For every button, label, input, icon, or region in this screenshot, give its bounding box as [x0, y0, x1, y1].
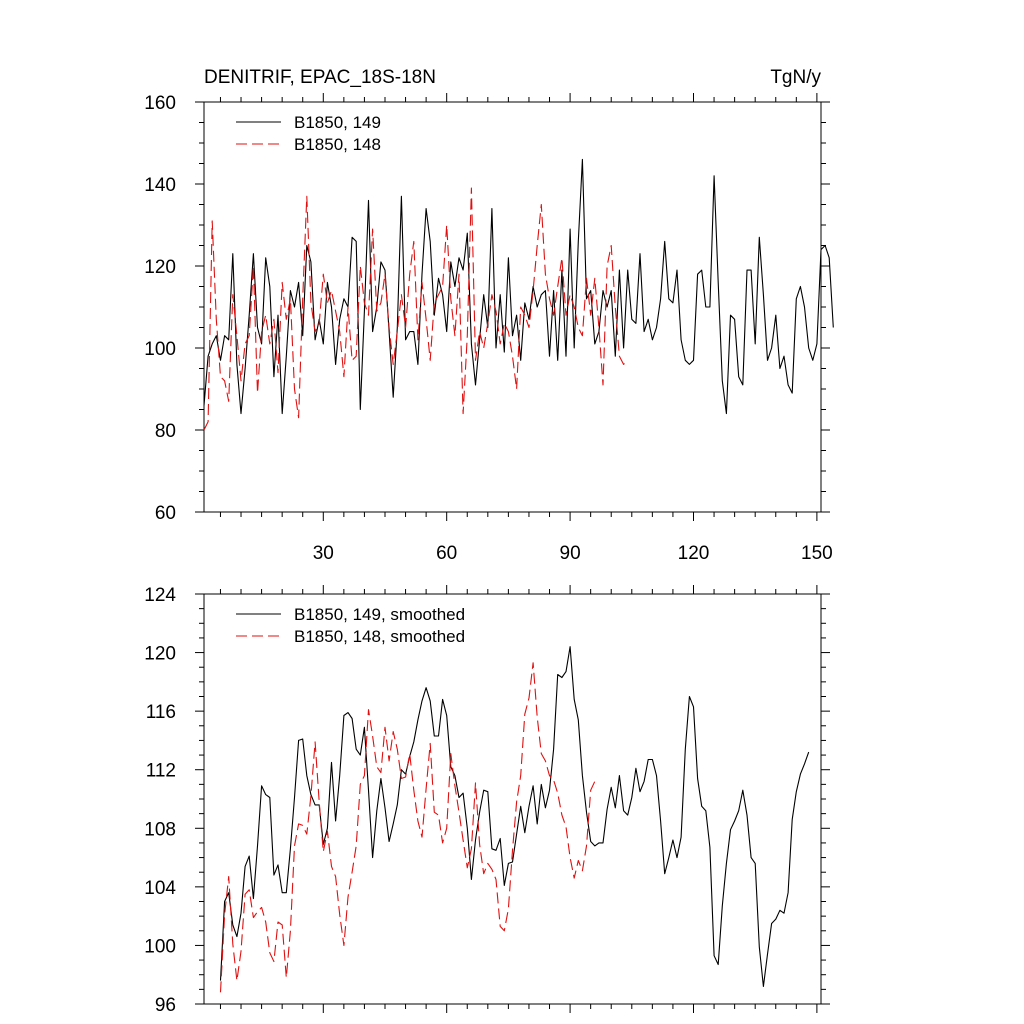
y-tick-label: 124 — [144, 585, 176, 606]
series-149-line — [219, 646, 810, 987]
series-148-line — [219, 662, 596, 993]
y-tick-label: 140 — [144, 175, 176, 196]
y-tick-label: 160 — [144, 93, 176, 114]
series-148-line — [203, 187, 629, 431]
y-tick-label: 100 — [144, 936, 176, 957]
y-tick-label: 60 — [155, 503, 176, 524]
y-tick-label: 104 — [144, 878, 176, 899]
x-tick-label: 150 — [801, 543, 833, 564]
units-label: TgN/y — [770, 67, 821, 88]
chart-title: DENITRIF, EPAC_18S-18N — [204, 67, 436, 88]
x-tick-label: 60 — [436, 543, 457, 564]
legend-label: B1850, 149, smoothed — [294, 605, 465, 624]
legend-label: B1850, 148 — [294, 135, 381, 154]
y-tick-label: 120 — [144, 257, 176, 278]
y-tick-label: 120 — [144, 644, 176, 665]
x-tick-label: 30 — [313, 543, 334, 564]
x-tick-label: 90 — [560, 543, 581, 564]
y-tick-label: 100 — [144, 339, 176, 360]
x-tick-label: 120 — [678, 543, 710, 564]
bottom-panel: 96 100 104 108 112 116 120 124 B1850, 149, smoot… — [144, 585, 830, 1016]
y-tick-label: 80 — [155, 421, 176, 442]
y-tick-label: 108 — [144, 819, 176, 840]
legend-label: B1850, 148, smoothed — [294, 627, 465, 646]
legend-label: B1850, 149 — [294, 113, 381, 132]
y-tick-label: 96 — [155, 995, 176, 1016]
y-tick-label: 112 — [146, 761, 176, 782]
y-tick-label: 116 — [146, 702, 176, 723]
top-panel: 60 80 100 120 140 160 30 60 90 120 150 B1850, 149 B1… — [144, 93, 834, 564]
